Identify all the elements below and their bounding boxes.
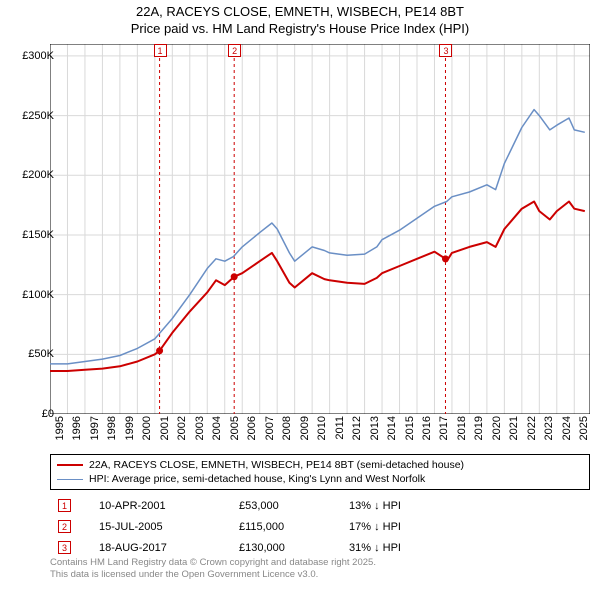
legend-label: 22A, RACEYS CLOSE, EMNETH, WISBECH, PE14… — [89, 459, 464, 471]
x-tick-label: 2022 — [526, 416, 538, 440]
legend-swatch — [57, 479, 83, 480]
title-block: 22A, RACEYS CLOSE, EMNETH, WISBECH, PE14… — [0, 0, 600, 38]
sale-marker-flag: 1 — [154, 44, 167, 57]
x-tick-label: 2015 — [404, 416, 416, 440]
sale-date: 18-AUG-2017 — [99, 542, 239, 554]
chart-area — [50, 44, 590, 414]
legend: 22A, RACEYS CLOSE, EMNETH, WISBECH, PE14… — [50, 454, 590, 490]
x-tick-label: 2018 — [456, 416, 468, 440]
x-tick-label: 2014 — [386, 416, 398, 440]
footer-line-1: Contains HM Land Registry data © Crown c… — [50, 557, 590, 569]
x-tick-label: 2012 — [351, 416, 363, 440]
sale-marker-flag: 3 — [439, 44, 452, 57]
x-tick-label: 2008 — [281, 416, 293, 440]
x-tick-label: 2010 — [316, 416, 328, 440]
y-tick-label: £50K — [28, 348, 54, 360]
sale-price: £53,000 — [239, 500, 349, 512]
x-tick-label: 2025 — [578, 416, 590, 440]
chart-svg — [50, 44, 590, 414]
x-tick-label: 1998 — [106, 416, 118, 440]
title-line-2: Price paid vs. HM Land Registry's House … — [0, 21, 600, 38]
x-tick-label: 2009 — [299, 416, 311, 440]
y-tick-label: £150K — [22, 229, 54, 241]
sale-marker-icon: 2 — [58, 520, 71, 533]
x-tick-label: 2017 — [438, 416, 450, 440]
x-tick-label: 1997 — [89, 416, 101, 440]
footer: Contains HM Land Registry data © Crown c… — [50, 557, 590, 581]
y-tick-label: £100K — [22, 289, 54, 301]
x-tick-label: 2019 — [473, 416, 485, 440]
y-tick-label: £0 — [42, 408, 54, 420]
sale-date: 10-APR-2001 — [99, 500, 239, 512]
sale-date: 15-JUL-2005 — [99, 521, 239, 533]
legend-swatch — [57, 464, 83, 466]
sale-delta: 13% ↓ HPI — [349, 500, 590, 512]
y-tick-label: £300K — [22, 50, 54, 62]
x-tick-label: 2002 — [176, 416, 188, 440]
sales-table: 1 10-APR-2001 £53,000 13% ↓ HPI 2 15-JUL… — [50, 496, 590, 559]
y-tick-label: £250K — [22, 110, 54, 122]
legend-row: HPI: Average price, semi-detached house,… — [57, 472, 583, 486]
x-tick-label: 2007 — [264, 416, 276, 440]
sale-marker-icon: 1 — [58, 499, 71, 512]
x-tick-label: 2011 — [334, 416, 346, 440]
x-tick-label: 2023 — [543, 416, 555, 440]
sale-delta: 17% ↓ HPI — [349, 521, 590, 533]
sale-price: £130,000 — [239, 542, 349, 554]
sale-delta: 31% ↓ HPI — [349, 542, 590, 554]
sales-row: 2 15-JUL-2005 £115,000 17% ↓ HPI — [50, 517, 590, 538]
sale-marker-flag: 2 — [228, 44, 241, 57]
x-tick-label: 2006 — [246, 416, 258, 440]
y-tick-label: £200K — [22, 169, 54, 181]
x-tick-label: 2000 — [141, 416, 153, 440]
x-tick-label: 2020 — [491, 416, 503, 440]
x-tick-label: 2004 — [211, 416, 223, 440]
x-tick-label: 2013 — [369, 416, 381, 440]
x-tick-label: 2005 — [229, 416, 241, 440]
legend-label: HPI: Average price, semi-detached house,… — [89, 473, 425, 485]
x-tick-label: 2021 — [508, 416, 520, 440]
x-tick-label: 2001 — [159, 416, 171, 440]
sales-row: 1 10-APR-2001 £53,000 13% ↓ HPI — [50, 496, 590, 517]
sales-row: 3 18-AUG-2017 £130,000 31% ↓ HPI — [50, 538, 590, 559]
legend-row: 22A, RACEYS CLOSE, EMNETH, WISBECH, PE14… — [57, 458, 583, 472]
chart-container: 22A, RACEYS CLOSE, EMNETH, WISBECH, PE14… — [0, 0, 600, 590]
x-tick-label: 1999 — [124, 416, 136, 440]
x-tick-label: 2024 — [561, 416, 573, 440]
sale-marker-icon: 3 — [58, 541, 71, 554]
x-tick-label: 1996 — [71, 416, 83, 440]
title-line-1: 22A, RACEYS CLOSE, EMNETH, WISBECH, PE14… — [0, 4, 600, 21]
x-tick-label: 1995 — [54, 416, 66, 440]
sale-price: £115,000 — [239, 521, 349, 533]
x-tick-label: 2016 — [421, 416, 433, 440]
footer-line-2: This data is licensed under the Open Gov… — [50, 569, 590, 581]
x-tick-label: 2003 — [194, 416, 206, 440]
